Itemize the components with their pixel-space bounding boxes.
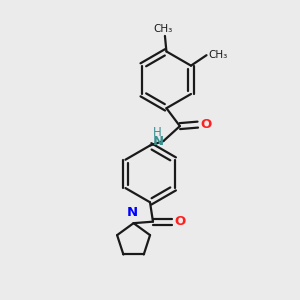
Text: CH₃: CH₃ <box>208 50 227 60</box>
Text: N: N <box>152 134 164 148</box>
Text: O: O <box>200 118 212 131</box>
Text: CH₃: CH₃ <box>154 24 173 34</box>
Text: O: O <box>174 215 185 228</box>
Text: N: N <box>127 206 138 219</box>
Text: H: H <box>153 126 162 139</box>
